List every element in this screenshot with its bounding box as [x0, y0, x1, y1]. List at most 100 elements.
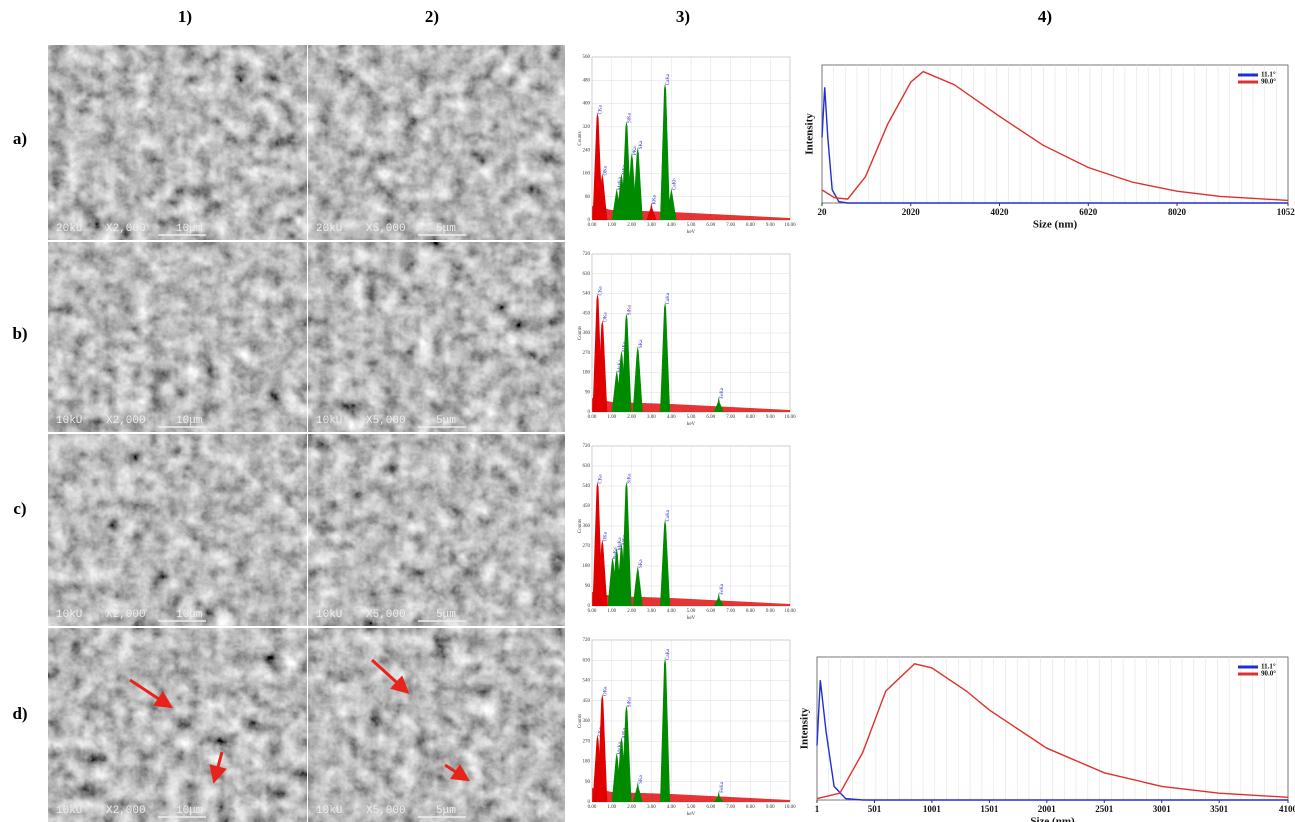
eds-peak [621, 481, 632, 606]
legend-label: 11.1° [1261, 663, 1276, 671]
eds-peak-label: CaKa [666, 292, 671, 304]
sem-image [308, 242, 565, 432]
eds-y-tick-label: 0 [588, 800, 591, 805]
eds-peak-label: PKa [633, 146, 638, 155]
eds-peak [713, 592, 724, 606]
eds-peak-label: CaKa [666, 73, 671, 85]
sem-magnification: X5,000 [366, 805, 406, 817]
dls-x-tick-label: 1 [815, 804, 820, 814]
legend-label: 90.0° [1261, 78, 1276, 86]
eds-peak-label: KKa [653, 194, 658, 204]
eds-peak [597, 694, 608, 802]
sem-voltage: 20kU [56, 223, 82, 235]
sem-scale: 5μm [436, 609, 456, 621]
column-label: 2) [425, 7, 439, 26]
arrow [444, 763, 471, 782]
eds-peak-label: FeKa [720, 781, 725, 793]
sem-magnification: X2,000 [106, 415, 146, 427]
sem-image [308, 45, 565, 240]
eds-peak [632, 566, 643, 606]
dls-x-tick-label: 2020 [902, 207, 921, 217]
eds-x-tick-label: 3.00 [647, 805, 656, 810]
eds-y-tick-label: 80 [585, 195, 591, 200]
eds-peak-label: MgKa [618, 537, 623, 551]
sem-image [48, 628, 307, 822]
sem-magnification: X5,000 [366, 223, 406, 235]
eds-x-tick-label: 5.00 [687, 223, 696, 228]
eds-peak-label: SKa [639, 339, 644, 348]
eds-peak [632, 781, 643, 802]
eds-y-tick-label: 720 [583, 444, 591, 449]
sem-magnification: X2,000 [106, 223, 146, 235]
dls-x-tick-label: 2501 [1095, 804, 1114, 814]
sem-scale: 10μm [176, 609, 203, 621]
sem-voltage: 10kU [316, 415, 342, 427]
eds-y-tick-label: 720 [583, 252, 591, 257]
eds-peak [713, 396, 724, 412]
dls-x-label: Size (nm) [1030, 816, 1075, 822]
eds-y-tick-label: 180 [583, 371, 591, 376]
eds-peak-label: SiKa [628, 473, 633, 484]
eds-peak [632, 346, 643, 412]
eds-x-tick-label: 7.00 [726, 223, 735, 228]
eds-peak-label: SKa [639, 774, 644, 783]
eds-x-tick-label: 10.00 [784, 415, 796, 420]
eds-y-tick-label: 540 [583, 292, 591, 297]
eds-x-tick-label: 9.00 [766, 805, 775, 810]
eds-peak-label: FeKa [720, 583, 725, 595]
eds-x-tick-label: 0.00 [588, 223, 597, 228]
eds-x-tick-label: 5.00 [687, 805, 696, 810]
sem-image [48, 242, 307, 432]
eds-peak-label: CaKa [666, 509, 671, 521]
eds-peak [713, 790, 724, 802]
eds-y-label: Counts [578, 714, 583, 728]
eds-peak [660, 302, 671, 412]
sem-scale: 10μm [176, 805, 203, 817]
eds-x-tick-label: 1.00 [607, 223, 616, 228]
eds-peak [660, 658, 671, 802]
legend-label: 90.0° [1261, 670, 1276, 678]
arrow [370, 658, 410, 695]
eds-x-tick-label: 6.00 [706, 223, 715, 228]
eds-peak [660, 83, 671, 220]
eds-x-tick-label: 2.00 [627, 415, 636, 420]
eds-peak [646, 202, 657, 220]
eds-x-tick-label: 2.00 [627, 805, 636, 810]
sem-scale: 5μm [436, 805, 456, 817]
column-label: 1) [178, 7, 192, 26]
eds-x-tick-label: 1.00 [607, 609, 616, 614]
eds-x-tick-label: 10.00 [784, 223, 796, 228]
eds-peak-label: OKa [603, 165, 608, 175]
dls-curve [816, 663, 1289, 800]
row-label: b) [12, 324, 27, 343]
eds-peak-label: SiKa [628, 304, 633, 315]
eds-peak-label: FeKa [720, 387, 725, 399]
sem-scale: 10μm [176, 223, 203, 235]
eds-y-tick-label: 400 [583, 102, 591, 107]
eds-x-tick-label: 8.00 [746, 415, 755, 420]
eds-x-tick-label: 9.00 [766, 609, 775, 614]
eds-x-tick-label: 2.00 [627, 609, 636, 614]
dls-x-tick-label: 1001 [923, 804, 942, 814]
eds-y-tick-label: 270 [583, 739, 591, 744]
sem-voltage: 10kU [56, 805, 82, 817]
eds-x-tick-label: 10.00 [784, 609, 796, 614]
eds-peak [621, 313, 632, 412]
dls-curve [821, 70, 1289, 202]
eds-x-tick-label: 7.00 [726, 609, 735, 614]
sem-scale: 10μm [176, 415, 203, 427]
sem-voltage: 20kU [316, 223, 342, 235]
eds-y-tick-label: 630 [583, 658, 591, 663]
eds-x-tick-label: 6.00 [706, 415, 715, 420]
eds-peak-label: CaKb [673, 178, 678, 190]
eds-y-tick-label: 360 [583, 524, 591, 529]
sem-magnification: X2,000 [106, 609, 146, 621]
eds-x-tick-label: 4.00 [667, 805, 676, 810]
eds-y-tick-label: 560 [583, 55, 591, 60]
eds-y-tick-label: 450 [583, 699, 591, 704]
eds-x-tick-label: 3.00 [647, 415, 656, 420]
eds-y-tick-label: 0 [588, 410, 591, 415]
eds-peak [597, 173, 608, 220]
dls-x-tick-label: 4100 [1279, 804, 1295, 814]
sem-voltage: 10kU [316, 805, 342, 817]
